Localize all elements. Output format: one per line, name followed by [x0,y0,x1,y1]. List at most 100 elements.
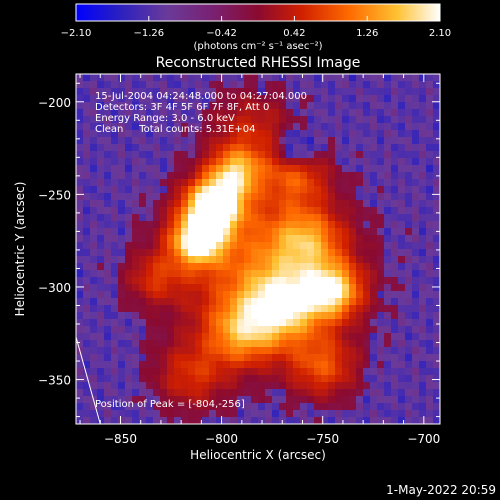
heatmap-cell [363,193,370,200]
heatmap-cell [195,333,202,340]
heatmap-cell [349,179,356,186]
heatmap-cell [258,354,265,361]
heatmap-cell [146,81,153,88]
heatmap-cell [279,298,286,305]
heatmap-cell [132,165,139,172]
heatmap-cell [76,130,83,137]
heatmap-cell [391,340,398,347]
heatmap-cell [167,277,174,284]
heatmap-cell [426,95,433,102]
heatmap-cell [391,396,398,403]
heatmap-cell [251,410,258,417]
heatmap-cell [335,144,342,151]
heatmap-cell [384,200,391,207]
heatmap-cell [132,375,139,382]
heatmap-cell [76,396,83,403]
heatmap-cell [153,151,160,158]
heatmap-cell [181,403,188,410]
heatmap-cell [405,312,412,319]
heatmap-cell [202,291,209,298]
heatmap-cell [412,340,419,347]
heatmap-cell [209,291,216,298]
heatmap-cell [195,214,202,221]
heatmap-cell [202,116,209,123]
heatmap-cell [398,389,405,396]
heatmap-cell [111,340,118,347]
heatmap-cell [132,158,139,165]
heatmap-cell [307,319,314,326]
heatmap-cell [300,389,307,396]
heatmap-cell [314,312,321,319]
heatmap-cell [244,284,251,291]
heatmap-cell [104,193,111,200]
heatmap-cell [265,151,272,158]
heatmap-cell [342,88,349,95]
heatmap-cell [251,284,258,291]
heatmap-cell [300,116,307,123]
heatmap-cell [293,249,300,256]
heatmap-cell [202,186,209,193]
heatmap-cell [272,354,279,361]
heatmap-cell [279,235,286,242]
heatmap-cell [167,326,174,333]
heatmap-cell [237,228,244,235]
heatmap-cell [216,270,223,277]
heatmap-cell [342,396,349,403]
heatmap-cell [132,291,139,298]
heatmap-cell [188,249,195,256]
heatmap-cell [426,158,433,165]
heatmap-cell [321,221,328,228]
heatmap-cell [391,410,398,417]
heatmap-cell [104,277,111,284]
heatmap-cell [405,102,412,109]
heatmap-cell [111,228,118,235]
heatmap-cell [433,319,440,326]
heatmap-cell [398,382,405,389]
heatmap-cell [321,354,328,361]
heatmap-cell [419,242,426,249]
heatmap-cell [335,158,342,165]
heatmap-cell [146,102,153,109]
heatmap-cell [139,284,146,291]
heatmap-cell [97,319,104,326]
heatmap-cell [97,361,104,368]
heatmap-cell [104,249,111,256]
heatmap-cell [118,207,125,214]
heatmap-cell [237,263,244,270]
heatmap-cell [216,368,223,375]
heatmap-cell [223,81,230,88]
heatmap-cell [272,340,279,347]
heatmap-cell [146,193,153,200]
colorbar-tick-label: −0.42 [206,28,237,39]
heatmap-cell [398,417,405,424]
heatmap-cell [384,249,391,256]
heatmap-cell [391,291,398,298]
heatmap-cell [230,354,237,361]
heatmap-cell [433,95,440,102]
heatmap-cell [265,347,272,354]
heatmap-cell [181,165,188,172]
heatmap-cell [391,193,398,200]
heatmap-cell [76,221,83,228]
heatmap-cell [174,249,181,256]
heatmap-cell [104,270,111,277]
heatmap-cell [342,116,349,123]
heatmap-cell [433,116,440,123]
heatmap-cell [265,158,272,165]
heatmap-cell [244,116,251,123]
heatmap-cell [433,312,440,319]
heatmap-cell [104,375,111,382]
heatmap-cell [132,277,139,284]
heatmap-cell [342,207,349,214]
heatmap-cell [349,284,356,291]
heatmap-cell [286,375,293,382]
heatmap-cell [153,333,160,340]
heatmap-cell [174,116,181,123]
heatmap-cell [118,347,125,354]
heatmap-cell [167,410,174,417]
heatmap-cell [237,382,244,389]
heatmap-cell [426,193,433,200]
heatmap-cell [83,151,90,158]
heatmap-cell [76,88,83,95]
heatmap-cell [230,326,237,333]
